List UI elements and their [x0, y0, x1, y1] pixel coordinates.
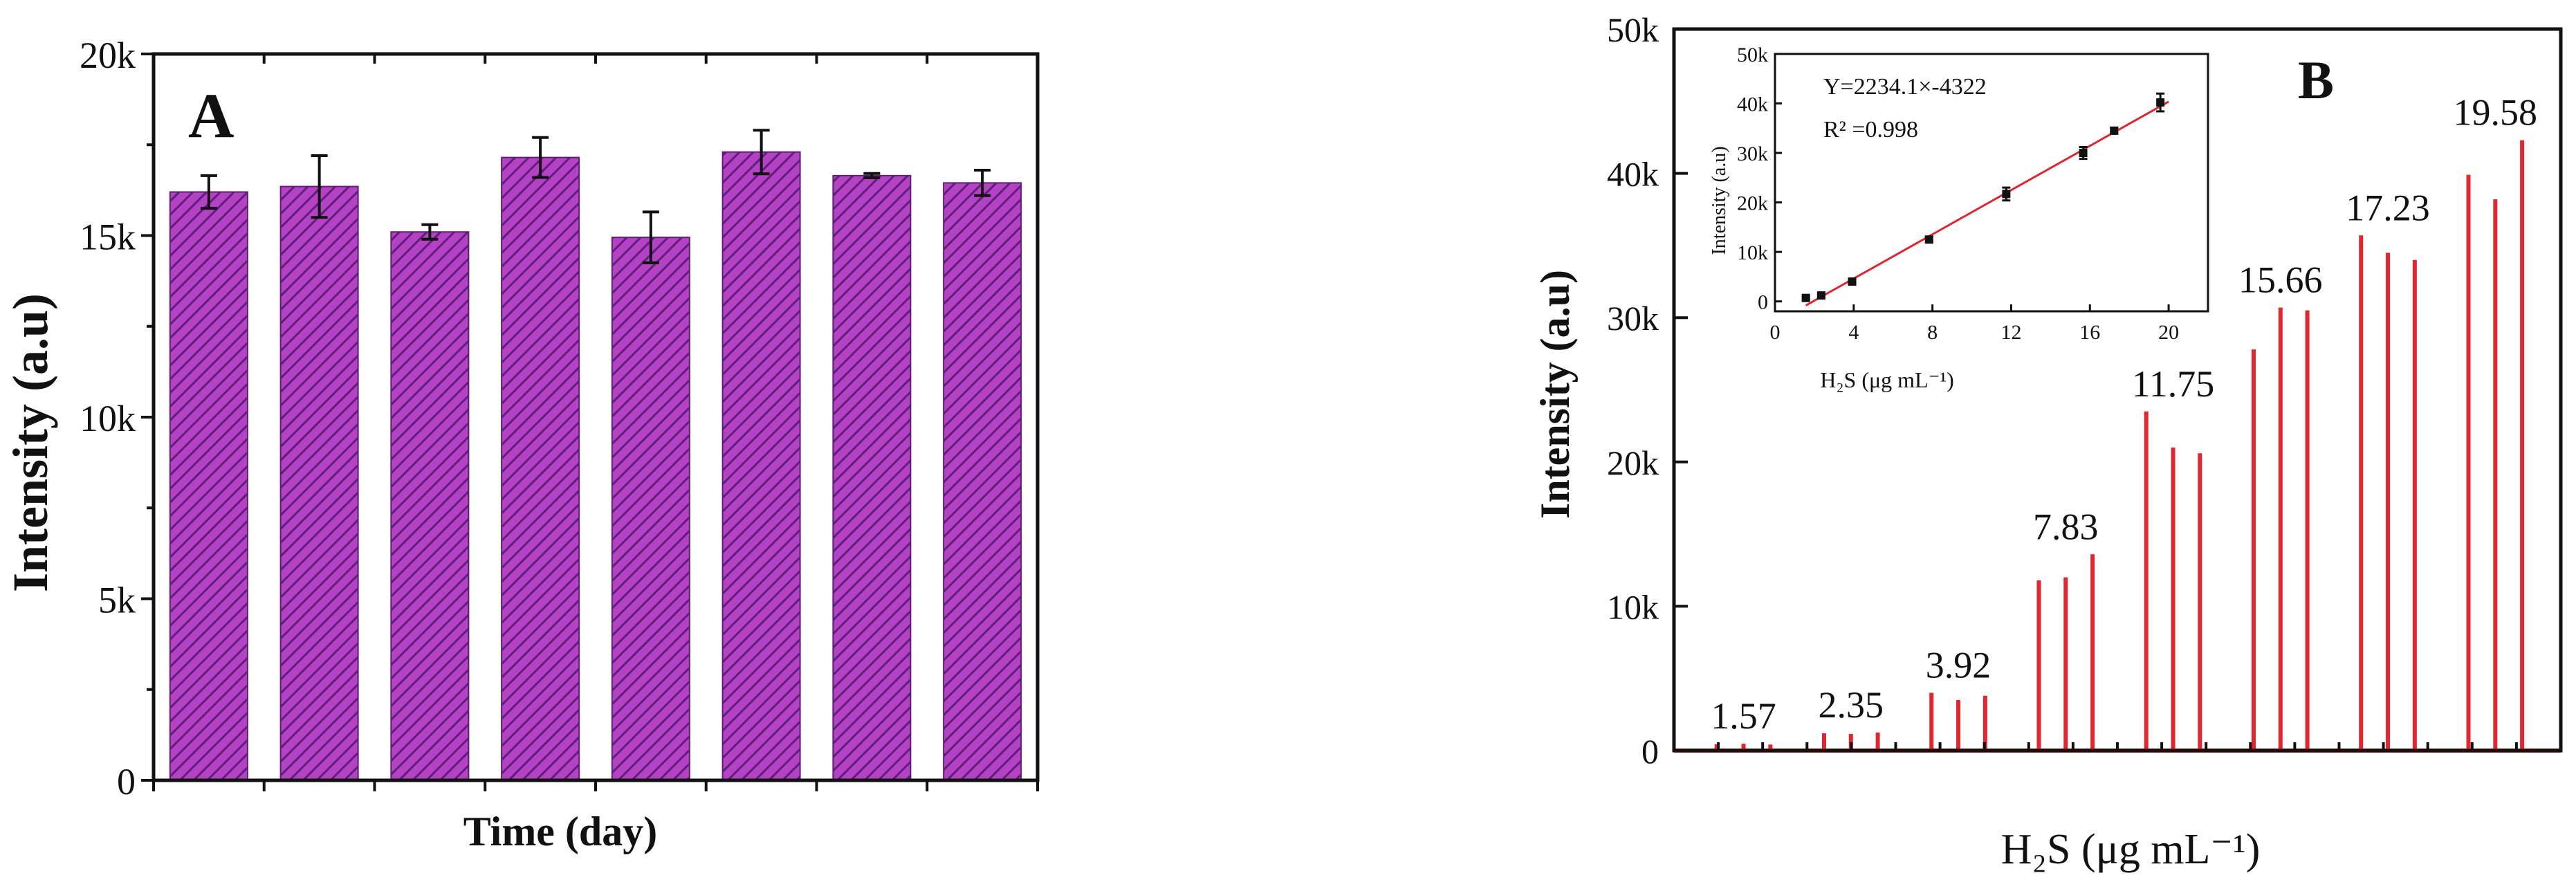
- y-tick-label: 0: [117, 761, 136, 802]
- bar: [279, 185, 359, 781]
- y-tick-label: 0: [1641, 732, 1659, 771]
- bar: [943, 182, 1022, 781]
- panel-label-a: A: [188, 80, 234, 151]
- y-axis-label: Intensity (a.u): [3, 293, 58, 592]
- inset-fit-equation: Y=2234.1×-4322: [1823, 74, 1987, 100]
- inset-x-tick-label: 20: [2158, 321, 2179, 344]
- error-bars: [200, 129, 991, 264]
- inset-y-tick-label: 0: [1758, 291, 1768, 314]
- inset-data-point: [1848, 277, 1857, 286]
- concentration-labels: 1.57 2.35 3.92 7.83 11.75 15.66 17.23 19.58: [1711, 92, 2537, 737]
- y-tick-label: 20k: [1607, 443, 1659, 482]
- inset-data-point: [2002, 190, 2011, 199]
- y-tick-label: 15k: [80, 217, 136, 258]
- y-tick-label: 20k: [80, 35, 136, 76]
- inset-x-tick-label: 4: [1848, 321, 1859, 344]
- y-tick-label: 10k: [80, 398, 136, 439]
- concentration-label: 2.35: [1819, 684, 1884, 726]
- x-axis-label: Time (day): [463, 809, 658, 854]
- inset-y-axis-label: Intensity (a.u): [1709, 146, 1730, 255]
- fit-line: [1805, 100, 2169, 306]
- inset-data-point: [2110, 126, 2119, 135]
- x-axis-ticks: [152, 54, 1039, 791]
- inset-x-axis-label: H₂S (μg mL⁻¹): [1820, 367, 1953, 392]
- concentration-label: 7.83: [2033, 506, 2099, 547]
- concentration-label: 15.66: [2238, 259, 2323, 301]
- concentration-label: 1.57: [1711, 695, 1776, 737]
- inset-y-ticks: 0 10k 20k 30k 40k 50k: [1737, 44, 1782, 314]
- panel-label-b: B: [2298, 50, 2334, 110]
- y-tick-label: 10k: [1607, 587, 1659, 626]
- inset-y-tick-label: 20k: [1737, 192, 1768, 215]
- inset-x-tick-label: 16: [2079, 321, 2100, 344]
- inset-frame: [1774, 53, 2209, 313]
- bar: [832, 174, 912, 781]
- inset-x-tick-label: 12: [2000, 321, 2021, 344]
- inset-x-tick-label: 0: [1770, 321, 1781, 344]
- concentration-label: 17.23: [2346, 187, 2430, 228]
- x-axis-ticks: [1717, 742, 2518, 751]
- inset-y-tick-label: 30k: [1737, 143, 1768, 165]
- bar: [501, 156, 580, 781]
- inset-x-ticks: 0 4 8 12 16 20: [1770, 304, 2179, 344]
- peak-series: [1714, 140, 2525, 751]
- bar-series: [169, 151, 1022, 781]
- inset-calibration-plot: 0 10k 20k 30k 40k 50k 0 4 8 12 16 20 Y=2234.1×-432…: [1709, 44, 2209, 392]
- inset-data-point: [2156, 98, 2165, 107]
- inset-y-tick-label: 10k: [1737, 241, 1768, 264]
- inset-box: [1774, 53, 2209, 313]
- bar: [169, 191, 248, 781]
- inset-r-squared: R² =0.998: [1823, 117, 1918, 143]
- y-tick-label: 5k: [98, 580, 136, 621]
- x-axis-label: H₂S (μg mL⁻¹): [2001, 826, 2261, 873]
- y-axis-label: Intensity (a.u): [1532, 270, 1578, 519]
- y-tick-label: 50k: [1607, 10, 1659, 49]
- inset-data-points: [1801, 92, 2165, 302]
- inset-data-point: [1924, 235, 1933, 244]
- inset-x-tick-label: 8: [1927, 321, 1938, 344]
- panel-b-peak-chart: 0 10k 20k 30k 40k 50k 1.57 2.35 3.92 7.83 11.75 15…: [1532, 10, 2563, 873]
- bar: [390, 231, 470, 781]
- panel-a-bar-chart: 0 5k 10k 15k 20k A Time (day) Intensity (a.u…: [3, 35, 1040, 854]
- inset-y-tick-label: 50k: [1737, 44, 1768, 66]
- inset-data-point: [2079, 149, 2088, 158]
- bar: [611, 237, 690, 781]
- inset-data-point: [1801, 293, 1810, 302]
- y-tick-label: 40k: [1607, 155, 1659, 194]
- concentration-label: 3.92: [1926, 645, 1991, 686]
- bar: [721, 151, 801, 781]
- y-axis-ticks: 0 5k 10k 15k 20k: [80, 35, 154, 802]
- y-axis-ticks: 0 10k 20k 30k 40k 50k: [1607, 10, 1688, 771]
- inset-y-tick-label: 40k: [1737, 93, 1768, 116]
- inset-data-point: [1816, 291, 1825, 300]
- concentration-label: 11.75: [2132, 363, 2215, 405]
- inset-fit-line: [1805, 100, 2169, 306]
- concentration-label: 19.58: [2454, 92, 2538, 134]
- y-tick-label: 30k: [1607, 299, 1659, 338]
